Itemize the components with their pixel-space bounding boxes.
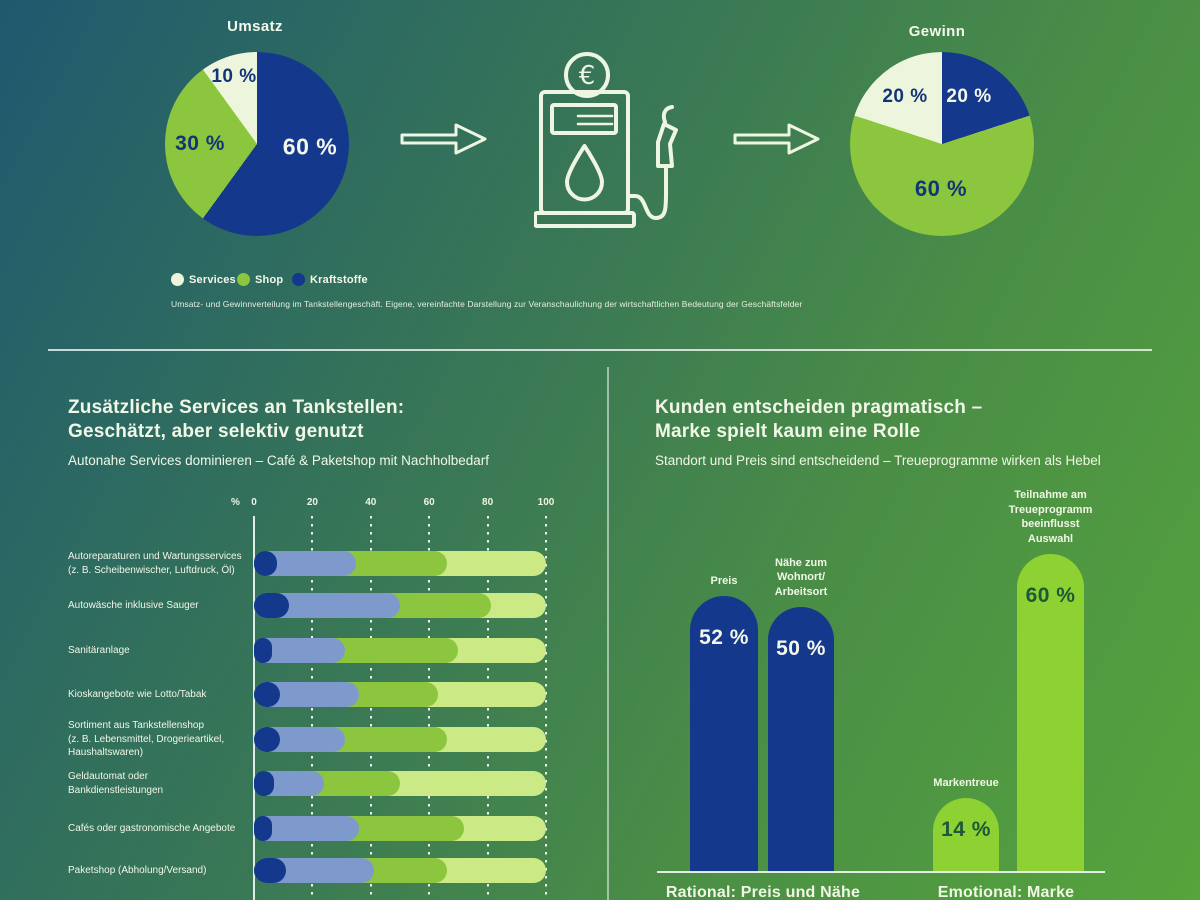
gewinn-pie-chart bbox=[850, 52, 1034, 236]
bar-segment bbox=[254, 771, 275, 796]
category-label: Kioskangebote wie Lotto/Tabak bbox=[68, 688, 207, 700]
grid-line bbox=[428, 516, 431, 900]
category-label: Cafés oder gastronomische Angebote bbox=[68, 822, 236, 834]
category-label: Paketshop (Abholung/Versand) bbox=[68, 864, 207, 876]
left-panel-title-line2: Geschätzt, aber selektiv genutzt bbox=[68, 421, 364, 442]
left-panel-subtitle: Autonahe Services dominieren – Café & Pa… bbox=[68, 453, 489, 468]
euro-symbol: € bbox=[579, 61, 596, 91]
left-panel-title-line1: Zusätzliche Services an Tankstellen: bbox=[68, 397, 405, 418]
category-label: Sortiment aus Tankstellenshop (z. B. Lebe… bbox=[68, 720, 225, 759]
bar-segment bbox=[254, 858, 287, 883]
grid-line bbox=[311, 516, 314, 900]
x-axis-line bbox=[657, 871, 1105, 873]
axis-tick-label: 40 bbox=[365, 497, 377, 508]
category-label: Geldautomat oder Bankdienstleistungen bbox=[68, 771, 164, 796]
decision-bar bbox=[768, 607, 834, 872]
legend-item: Shop bbox=[237, 273, 283, 286]
category-label: Autowäsche inklusive Sauger bbox=[68, 599, 199, 611]
bar-segment bbox=[254, 816, 272, 841]
category-label: Autoreparaturen und Wartungsservices (z. … bbox=[68, 551, 242, 576]
bar-segment bbox=[254, 816, 360, 841]
axis-tick-label: 20 bbox=[306, 497, 318, 508]
left-panel-title: Zusätzliche Services an Tankstellen: Ges… bbox=[68, 396, 404, 444]
legend-label: Services bbox=[189, 273, 236, 286]
pump-screen bbox=[550, 103, 618, 135]
axis-unit-label: % bbox=[231, 497, 240, 508]
horizontal-divider bbox=[48, 349, 1152, 351]
pump-hose bbox=[626, 166, 668, 220]
arrow-right-icon bbox=[733, 123, 820, 155]
umsatz-pie-title: Umsatz bbox=[227, 18, 283, 35]
decision-bar bbox=[690, 596, 758, 872]
grid-line bbox=[545, 516, 547, 900]
arrow-right-icon bbox=[400, 123, 487, 155]
bar-value: 14 % bbox=[941, 818, 991, 841]
legend-dot bbox=[292, 273, 305, 286]
fuel-drop bbox=[565, 144, 604, 202]
bar-label: Preis bbox=[710, 574, 738, 587]
axis-tick-label: 60 bbox=[423, 497, 435, 508]
axis-tick-label: 0 bbox=[251, 497, 257, 508]
pie-slice-value: 20 % bbox=[946, 86, 992, 107]
pie-slice-value: 60 % bbox=[282, 133, 338, 160]
category-label: Sanitäranlage bbox=[68, 644, 130, 656]
screen-lines bbox=[576, 114, 614, 126]
euro-badge-circle bbox=[564, 52, 610, 98]
fuel-pump-with-euro-icon: € bbox=[534, 52, 678, 228]
legend-label: Kraftstoffe bbox=[310, 273, 368, 286]
bar-label: Nähe zum Wohnort/Arbeitsort bbox=[774, 556, 828, 598]
grid-line bbox=[486, 516, 489, 900]
bar-segment bbox=[254, 682, 281, 707]
bar-value: 50 % bbox=[776, 637, 826, 660]
pie-slice-value: 30 % bbox=[175, 132, 225, 155]
legend-item: Services bbox=[171, 273, 236, 286]
umsatz-pie-chart bbox=[165, 52, 349, 236]
pump-base bbox=[534, 211, 636, 228]
pump-nozzle bbox=[656, 122, 678, 168]
pie-slice-value: 10 % bbox=[211, 66, 257, 87]
bar-segment bbox=[254, 727, 281, 752]
legend-item: Kraftstoffe bbox=[292, 273, 368, 286]
axis-group-label: Emotional: Marke bbox=[937, 884, 1075, 900]
legend-dot bbox=[171, 273, 184, 286]
legend-dot bbox=[237, 273, 250, 286]
pie-slice-value: 60 % bbox=[914, 176, 968, 201]
right-panel-title-line2: Marke spielt kaum eine Rolle bbox=[655, 421, 921, 442]
bar-label: Teilnahme am Treueprogramm beeinflusst Ausw… bbox=[1008, 489, 1093, 545]
nozzle-spout bbox=[661, 105, 674, 124]
gewinn-pie-title: Gewinn bbox=[908, 23, 966, 40]
bar-segment bbox=[254, 593, 290, 618]
axis-tick-label: 100 bbox=[537, 497, 555, 508]
bar-segment bbox=[254, 638, 272, 663]
bar-label: Markentreue bbox=[933, 776, 999, 789]
vertical-divider bbox=[607, 367, 609, 900]
y-axis-line bbox=[252, 516, 255, 900]
source-caption: Umsatz- und Gewinnverteilung im Tankstel… bbox=[171, 299, 803, 309]
right-panel-subtitle: Standort und Preis sind entscheidend – T… bbox=[655, 453, 1101, 468]
right-panel-title: Kunden entscheiden pragmatisch – Marke s… bbox=[655, 396, 982, 444]
right-panel-title-line1: Kunden entscheiden pragmatisch – bbox=[655, 397, 983, 418]
bar-segment bbox=[254, 551, 278, 576]
bar-value: 60 % bbox=[1025, 584, 1076, 607]
decision-bar bbox=[1017, 554, 1084, 872]
decision-bar bbox=[933, 798, 999, 872]
grid-line bbox=[369, 516, 372, 900]
axis-tick-label: 80 bbox=[482, 497, 494, 508]
axis-group-label: Rational: Preis und Nähe bbox=[665, 884, 861, 900]
legend-label: Shop bbox=[255, 273, 284, 286]
pie-slice-value: 20 % bbox=[882, 86, 928, 107]
bar-value: 52 % bbox=[699, 626, 749, 649]
